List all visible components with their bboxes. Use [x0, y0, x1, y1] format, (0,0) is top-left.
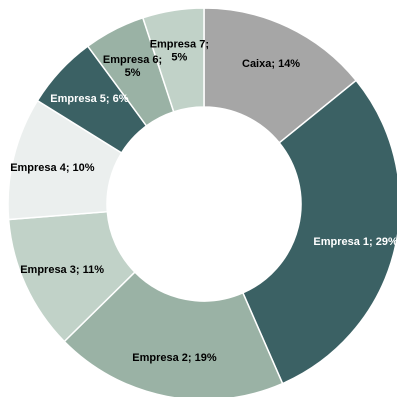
slice-label-line: Empresa 5; 6%	[50, 93, 128, 105]
slice-label-line: Empresa 4; 10%	[10, 162, 95, 174]
slice-1	[241, 79, 397, 385]
slice-2	[63, 270, 284, 397]
slice-label-0: Caixa; 14%	[242, 58, 300, 70]
slice-7	[141, 7, 205, 113]
slice-label-6: Empresa 6; 5%	[103, 54, 162, 79]
slice-label-line: Empresa 2; 19%	[132, 352, 217, 364]
slice-label-1: Empresa 1; 29%	[313, 236, 397, 248]
slice-label-line: Empresa 6;	[103, 54, 162, 66]
slice-label-line: Empresa 1; 29%	[313, 236, 397, 248]
slice-label-line: 5%	[171, 51, 187, 63]
slice-label-line: Caixa; 14%	[242, 58, 300, 70]
labels-layer: Caixa; 14% Empresa 1; 29% Empresa 2; 19% Em…	[10, 38, 397, 364]
slice-label-line: Empresa 3; 11%	[20, 264, 104, 276]
slice-label-line: Empresa 7;	[150, 38, 209, 50]
slice-label-7: Empresa 7; 5%	[150, 38, 209, 63]
slice-label-4: Empresa 4; 10%	[10, 162, 95, 174]
slices-layer	[7, 7, 397, 397]
slice-label-5: Empresa 5; 6%	[50, 93, 128, 105]
slice-label-3: Empresa 3; 11%	[20, 264, 104, 276]
slice-label-2: Empresa 2; 19%	[132, 352, 217, 364]
slice-label-line: 5%	[125, 67, 141, 79]
